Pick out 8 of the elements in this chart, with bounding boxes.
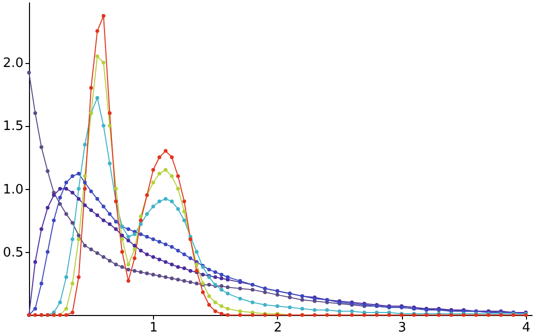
y-tick-label: 2.0 [2, 56, 24, 72]
x-tick-label: 2 [274, 320, 282, 336]
y-tick-label: 0.5 [2, 245, 24, 260]
x-tick-label: 3 [398, 320, 406, 336]
x-tick-label: 1 [150, 320, 158, 336]
y-tick-label: 1.5 [2, 119, 24, 134]
x-tick-label: 4 [522, 320, 530, 336]
y-tick-label: 1.0 [2, 182, 24, 198]
